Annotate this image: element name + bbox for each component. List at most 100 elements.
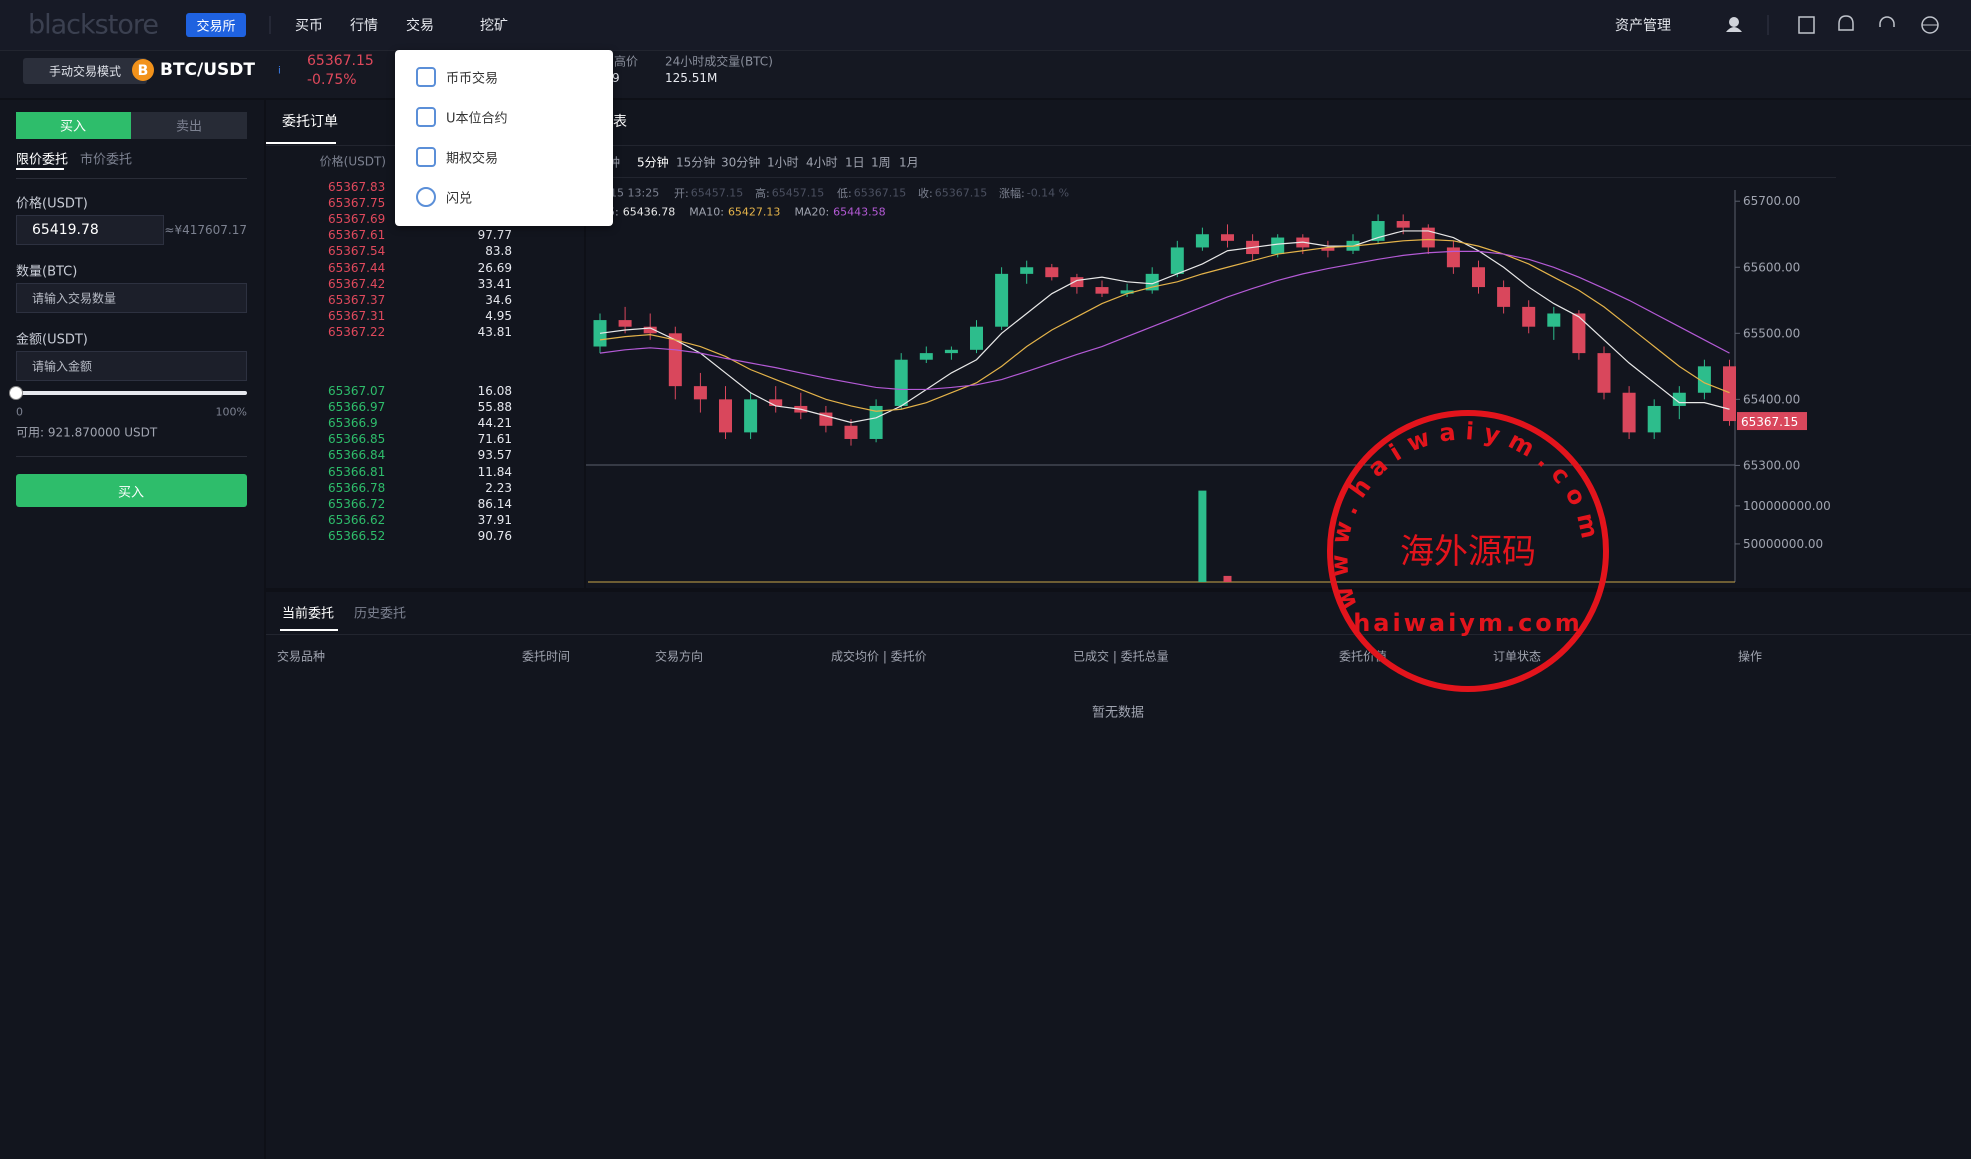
candle-body bbox=[1446, 247, 1460, 268]
book-price: 65367.75 bbox=[328, 196, 386, 211]
buy-tab-label[interactable]: 买入 bbox=[59, 119, 87, 135]
mode-button[interactable] bbox=[23, 58, 147, 84]
chart-tab[interactable]: 表 bbox=[613, 114, 627, 130]
candle-body bbox=[618, 320, 632, 327]
asset-menu[interactable]: 资产管理 bbox=[1615, 18, 1671, 34]
submit-button[interactable] bbox=[16, 474, 247, 507]
book-amount: 34.6 bbox=[485, 292, 512, 307]
candle-body bbox=[769, 399, 783, 406]
candle-body bbox=[1622, 392, 1636, 433]
candle-body bbox=[919, 353, 933, 360]
book-price: 65366.84 bbox=[328, 448, 386, 463]
book-tab[interactable]: 委托订单 bbox=[282, 114, 338, 130]
volume-value: 125.51M bbox=[665, 71, 718, 85]
candle-body bbox=[1572, 313, 1586, 354]
interval[interactable]: 1小时 bbox=[767, 155, 799, 170]
left-panel bbox=[0, 100, 264, 1159]
orders-tab[interactable]: 历史委托 bbox=[354, 606, 407, 622]
candle-body bbox=[1723, 366, 1736, 422]
mode-label[interactable]: 手动交易模式 bbox=[48, 64, 122, 79]
info-label: 开: bbox=[674, 187, 689, 200]
column-header: 交易方向 bbox=[655, 649, 704, 664]
book-tab-underline bbox=[266, 142, 336, 144]
interval[interactable]: 15分钟 bbox=[676, 155, 716, 170]
candle-body bbox=[719, 399, 732, 433]
ma-line bbox=[599, 230, 1730, 424]
download-icon[interactable] bbox=[1798, 16, 1815, 34]
book-price: 65367.61 bbox=[328, 228, 386, 243]
btc-symbol: B bbox=[138, 63, 149, 79]
mode-underline bbox=[16, 168, 64, 170]
orders-panel bbox=[266, 592, 1971, 1159]
candle-body bbox=[693, 386, 707, 400]
candle-body bbox=[1271, 237, 1285, 255]
candle-body bbox=[1647, 405, 1661, 433]
book-amount: 83.8 bbox=[485, 244, 512, 259]
price-label: 价格(USDT) bbox=[16, 196, 88, 212]
nav-item[interactable]: 买币 bbox=[295, 18, 323, 34]
amount-input[interactable] bbox=[16, 283, 247, 313]
divider bbox=[266, 634, 1971, 635]
interval[interactable]: 4小时 bbox=[806, 155, 838, 170]
slider-track[interactable] bbox=[16, 391, 247, 395]
pair[interactable]: BTC/USDT bbox=[160, 60, 255, 80]
slider-knob[interactable] bbox=[9, 386, 23, 400]
badge-bg[interactable] bbox=[186, 13, 246, 37]
candle-body bbox=[944, 349, 958, 354]
book-amount: 86.14 bbox=[477, 496, 512, 511]
nav-item[interactable]: 交易 bbox=[406, 18, 434, 34]
book-price: 65366.52 bbox=[328, 528, 386, 543]
interval[interactable]: 1日 bbox=[845, 155, 865, 170]
candle-body bbox=[1020, 267, 1034, 274]
dropdown-item[interactable]: 币币交易 bbox=[446, 71, 499, 87]
candle-body bbox=[869, 405, 883, 439]
interval[interactable]: 5分钟 bbox=[637, 155, 669, 170]
dropdown-item[interactable]: 期权交易 bbox=[446, 151, 499, 167]
submit-label[interactable]: 买入 bbox=[117, 485, 145, 501]
interval[interactable]: 1周 bbox=[871, 155, 891, 170]
candle-body bbox=[1697, 366, 1711, 393]
nav-item[interactable]: 挖矿 bbox=[480, 18, 508, 34]
top-nav bbox=[0, 0, 1971, 51]
bell-icon[interactable] bbox=[1838, 15, 1854, 31]
candle-body bbox=[844, 425, 858, 439]
book-price: 65367.83 bbox=[328, 180, 386, 194]
dropdown-item[interactable]: U本位合约 bbox=[446, 111, 508, 127]
book-price: 65367.54 bbox=[328, 244, 386, 259]
book-price: 65366.97 bbox=[328, 400, 386, 415]
nav-item[interactable]: 行情 bbox=[350, 18, 378, 34]
total-input[interactable] bbox=[16, 351, 247, 381]
column-header: 成交均价 | 委托价 bbox=[831, 649, 927, 664]
user-icon[interactable] bbox=[1729, 17, 1739, 27]
sell-tab[interactable] bbox=[131, 112, 247, 139]
ma-value: 65427.13 bbox=[727, 205, 781, 219]
interval[interactable]: 1月 bbox=[899, 155, 919, 170]
book-amount: 2.23 bbox=[485, 480, 512, 495]
market-mode[interactable]: 市价委托 bbox=[80, 152, 133, 168]
dropdown-icon bbox=[416, 67, 436, 87]
sell-tab-label[interactable]: 卖出 bbox=[175, 119, 203, 135]
dropdown-item[interactable]: 闪兑 bbox=[446, 191, 473, 207]
column-header: 已成交 | 委托总量 bbox=[1073, 649, 1169, 664]
column-header: 交易品种 bbox=[277, 649, 326, 664]
book-amount: 33.41 bbox=[477, 276, 512, 291]
volume-label: 24小时成交量(BTC) bbox=[665, 54, 773, 69]
info-value: 65457.15 bbox=[690, 186, 744, 200]
price-input[interactable] bbox=[16, 215, 164, 245]
support-icon[interactable] bbox=[1879, 16, 1895, 27]
ma-value: 65436.78 bbox=[622, 205, 676, 219]
limit-mode[interactable]: 限价委托 bbox=[16, 152, 69, 168]
candle-body bbox=[1497, 287, 1511, 307]
candle-body bbox=[995, 273, 1009, 327]
last-price: 65367.15 bbox=[307, 53, 374, 69]
nav-icons bbox=[269, 15, 1939, 35]
user-icon-body bbox=[1726, 27, 1742, 32]
orders-tab[interactable]: 当前委托 bbox=[282, 606, 335, 622]
candle-body bbox=[1045, 267, 1059, 278]
buy-tab[interactable] bbox=[16, 112, 131, 139]
candle-body bbox=[1221, 234, 1234, 241]
book-amount: 26.69 bbox=[477, 260, 512, 275]
interval[interactable]: 30分钟 bbox=[721, 155, 761, 170]
exchange-badge[interactable]: 交易所 bbox=[196, 19, 236, 35]
